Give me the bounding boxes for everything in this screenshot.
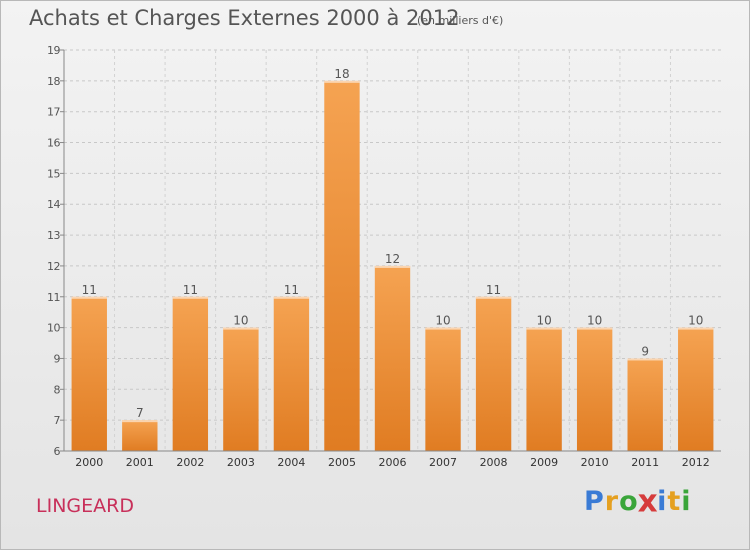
x-tick-label: 2002 bbox=[176, 456, 204, 469]
bar bbox=[526, 327, 562, 451]
y-tick-label: 8 bbox=[54, 383, 61, 396]
bar-value-label: 7 bbox=[136, 406, 144, 420]
bar bbox=[273, 296, 310, 451]
y-tick-label: 13 bbox=[47, 229, 60, 242]
logo-letter: t bbox=[667, 486, 682, 517]
x-tick-label: 2005 bbox=[328, 456, 356, 469]
bar bbox=[475, 296, 512, 451]
logo-letter: i bbox=[681, 486, 692, 517]
bar bbox=[71, 296, 107, 451]
bar bbox=[425, 327, 461, 451]
x-tick-label: 2009 bbox=[530, 456, 558, 469]
bar-highlight bbox=[576, 327, 613, 330]
bar-highlight bbox=[122, 420, 158, 423]
bar bbox=[627, 358, 663, 451]
y-tick-label: 9 bbox=[54, 352, 61, 365]
bar-value-label: 10 bbox=[587, 314, 602, 328]
logo-letter: P bbox=[584, 486, 605, 517]
bar-highlight bbox=[526, 327, 562, 330]
y-tick-label: 12 bbox=[47, 260, 60, 273]
bar-layer: 11 7 11 10 11 18 12 10 11 10 10 9 10 bbox=[71, 67, 714, 451]
chart-title: Achats et Charges Externes 2000 à 2012 bbox=[29, 6, 460, 30]
x-tick-label: 2000 bbox=[75, 456, 103, 469]
bar-value-label: 11 bbox=[284, 283, 299, 297]
y-tick-label: 11 bbox=[47, 291, 60, 304]
axis-layer: 6 7 8 9 10 11 12 13 14 15 16 17 18 19 2000 2001 2002 2003… bbox=[47, 44, 721, 469]
bar-highlight bbox=[172, 296, 209, 299]
y-tick-label: 17 bbox=[47, 106, 60, 119]
bar-highlight bbox=[374, 265, 411, 268]
y-tick-label: 18 bbox=[47, 75, 60, 88]
commune-name: LINGEARD bbox=[36, 495, 134, 517]
x-tick-label: 2008 bbox=[480, 456, 508, 469]
bar-value-label: 10 bbox=[536, 314, 551, 328]
bar bbox=[576, 327, 613, 451]
bar-highlight bbox=[627, 358, 663, 361]
bar-value-label: 12 bbox=[385, 252, 400, 266]
bar-value-label: 10 bbox=[688, 314, 703, 328]
bar-highlight bbox=[273, 296, 310, 299]
chart-subtitle: (en milliers d'€) bbox=[417, 14, 504, 27]
x-tick-label: 2001 bbox=[126, 456, 154, 469]
bar-highlight bbox=[425, 327, 461, 330]
bar-highlight bbox=[324, 80, 360, 83]
x-tick-label: 2010 bbox=[581, 456, 609, 469]
bar-value-label: 18 bbox=[334, 67, 349, 81]
bar-highlight bbox=[475, 296, 512, 299]
bar bbox=[172, 296, 209, 451]
bar bbox=[122, 420, 158, 451]
logo-letter: o bbox=[619, 486, 639, 517]
bar-highlight bbox=[678, 327, 714, 330]
bar-value-label: 10 bbox=[233, 314, 248, 328]
bar bbox=[324, 80, 360, 451]
bar-highlight bbox=[71, 296, 107, 299]
bar-value-label: 10 bbox=[435, 314, 450, 328]
logo-letter: r bbox=[604, 486, 620, 517]
y-tick-label: 16 bbox=[47, 137, 60, 150]
bar bbox=[374, 265, 411, 451]
proxiti-logo: Proxiti bbox=[584, 483, 692, 520]
y-tick-label: 10 bbox=[47, 322, 60, 335]
y-tick-label: 19 bbox=[47, 44, 60, 57]
x-tick-label: 2007 bbox=[429, 456, 457, 469]
bar-value-label: 9 bbox=[641, 344, 649, 358]
y-tick-label: 6 bbox=[54, 445, 61, 458]
x-tick-label: 2004 bbox=[277, 456, 305, 469]
logo-letter: i bbox=[657, 486, 668, 517]
logo-letter: x bbox=[637, 483, 659, 520]
x-tick-label: 2003 bbox=[227, 456, 255, 469]
bar-value-label: 11 bbox=[183, 283, 198, 297]
x-tick-label: 2011 bbox=[631, 456, 659, 469]
y-tick-label: 7 bbox=[54, 414, 61, 427]
bar-value-label: 11 bbox=[82, 283, 97, 297]
bar-value-label: 11 bbox=[486, 283, 501, 297]
y-tick-label: 14 bbox=[47, 198, 60, 211]
bar bbox=[678, 327, 714, 451]
bar-highlight bbox=[223, 327, 259, 330]
bar bbox=[223, 327, 259, 451]
x-tick-label: 2006 bbox=[379, 456, 407, 469]
x-tick-label: 2012 bbox=[682, 456, 710, 469]
y-tick-label: 15 bbox=[47, 167, 60, 180]
